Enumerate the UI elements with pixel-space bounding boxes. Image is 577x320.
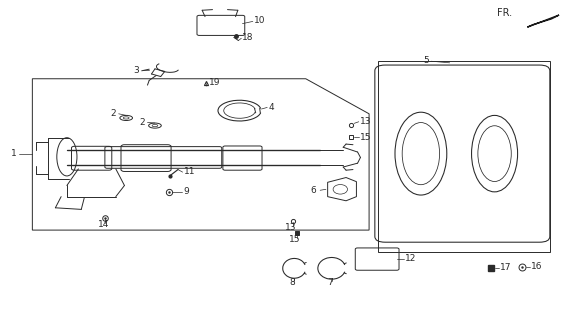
Text: 3: 3 (133, 66, 139, 75)
Text: 14: 14 (98, 220, 109, 229)
Polygon shape (527, 15, 559, 27)
Text: 5: 5 (424, 56, 429, 65)
Text: 1: 1 (11, 149, 17, 158)
Text: 8: 8 (290, 278, 295, 287)
Text: 2: 2 (110, 109, 116, 118)
Text: 10: 10 (254, 16, 265, 25)
Text: 15: 15 (360, 132, 372, 141)
Text: 11: 11 (183, 167, 195, 176)
Text: FR.: FR. (497, 8, 512, 19)
Text: 12: 12 (405, 254, 416, 263)
Text: 18: 18 (242, 33, 254, 42)
Text: 2: 2 (139, 118, 145, 127)
Text: 13: 13 (360, 116, 372, 126)
Text: 16: 16 (531, 261, 543, 271)
Text: 15: 15 (289, 235, 301, 244)
Text: 6: 6 (310, 186, 316, 195)
Text: 13: 13 (285, 223, 297, 232)
Text: 19: 19 (209, 78, 220, 87)
Text: 7: 7 (327, 278, 333, 287)
Text: 9: 9 (183, 188, 189, 196)
Text: 17: 17 (500, 263, 511, 272)
Text: 4: 4 (268, 103, 274, 112)
